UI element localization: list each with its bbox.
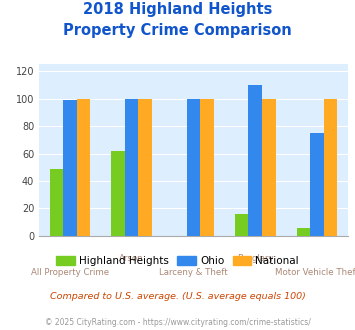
Bar <box>200 99 214 236</box>
Bar <box>248 85 262 236</box>
Bar <box>310 133 324 236</box>
Bar <box>235 214 248 236</box>
Bar <box>125 99 138 236</box>
Bar <box>77 99 90 236</box>
Bar <box>138 99 152 236</box>
Text: 2018 Highland Heights: 2018 Highland Heights <box>83 2 272 16</box>
Bar <box>111 151 125 236</box>
Bar <box>187 99 200 236</box>
Text: © 2025 CityRating.com - https://www.cityrating.com/crime-statistics/: © 2025 CityRating.com - https://www.city… <box>45 318 310 327</box>
Bar <box>262 99 275 236</box>
Text: Compared to U.S. average. (U.S. average equals 100): Compared to U.S. average. (U.S. average … <box>50 292 305 301</box>
Text: Motor Vehicle Theft: Motor Vehicle Theft <box>275 268 355 277</box>
Bar <box>324 99 337 236</box>
Text: All Property Crime: All Property Crime <box>31 268 109 277</box>
Bar <box>297 228 310 236</box>
Text: Arson: Arson <box>119 254 144 263</box>
Text: Property Crime Comparison: Property Crime Comparison <box>63 23 292 38</box>
Legend: Highland Heights, Ohio, National: Highland Heights, Ohio, National <box>52 252 303 270</box>
Bar <box>63 100 77 236</box>
Text: Larceny & Theft: Larceny & Theft <box>159 268 228 277</box>
Text: Burglary: Burglary <box>237 254 274 263</box>
Bar <box>50 169 63 236</box>
